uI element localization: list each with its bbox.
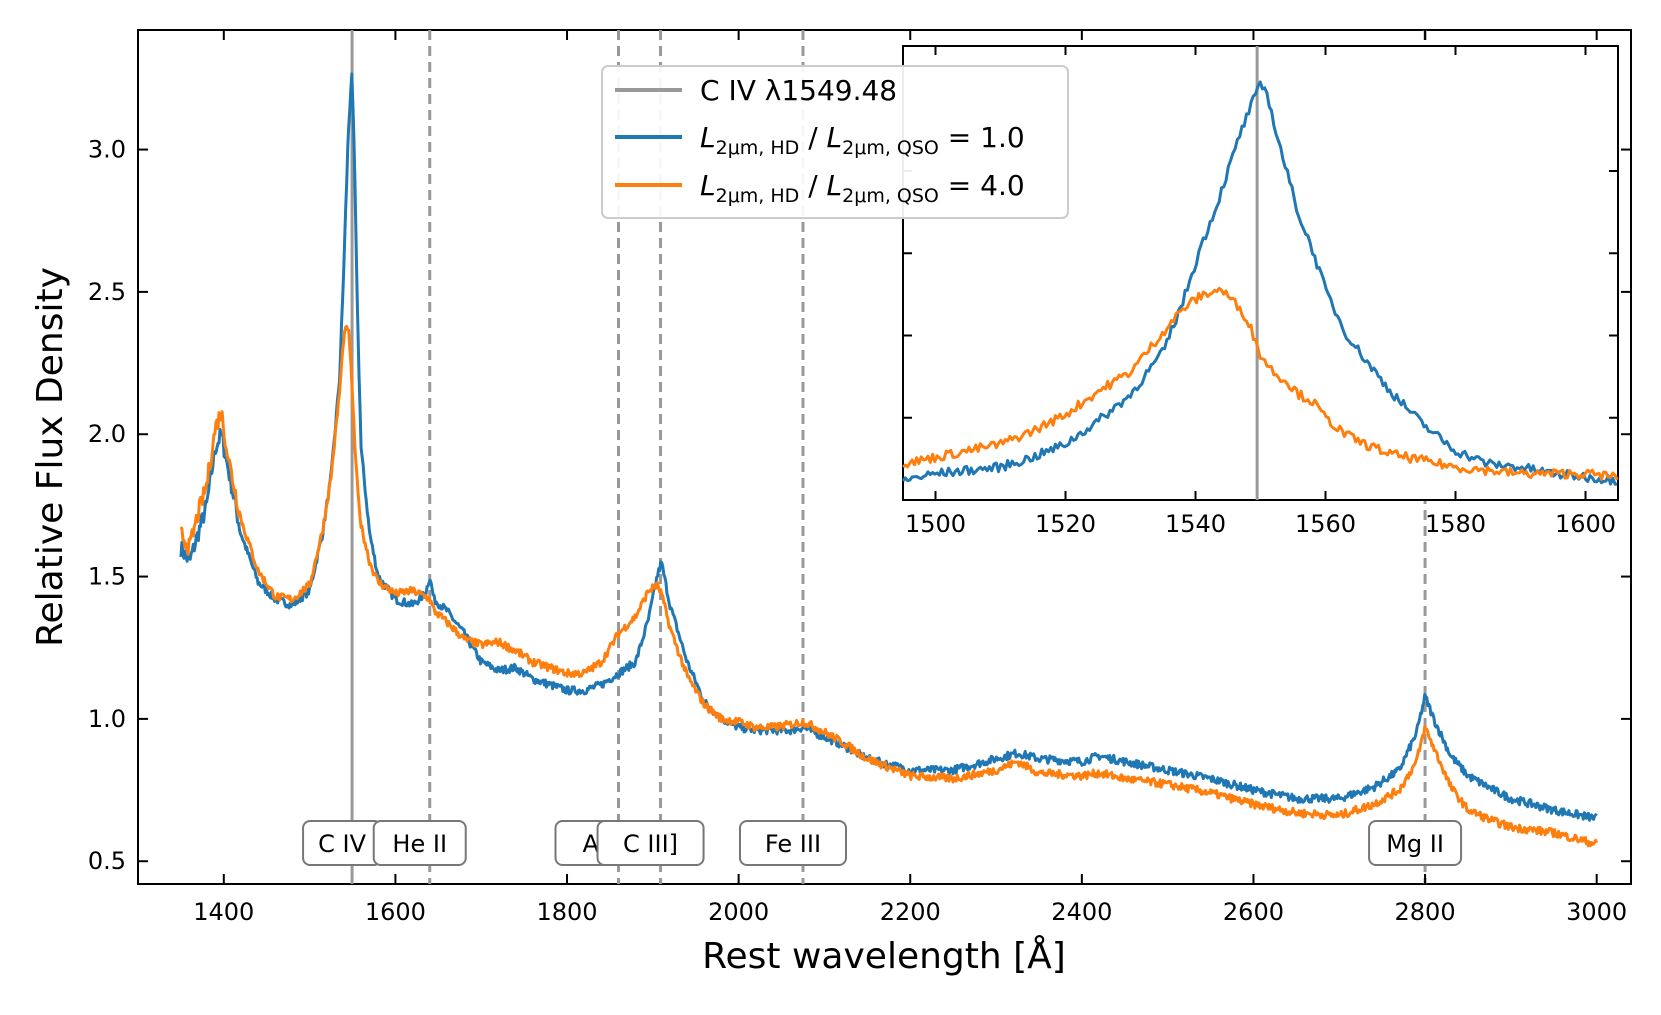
inset-x-tick-label: 1560 bbox=[1295, 510, 1356, 538]
series-line-2 bbox=[179, 324, 1599, 848]
legend-series1-value: = 1.0 bbox=[939, 121, 1025, 154]
axis-ticks: 1400 1600 1800 2000 2200 2400 2600 2800 3000 0.5 1… bbox=[88, 30, 1631, 926]
x-tick-label: 1400 bbox=[193, 898, 254, 926]
x-tick-label: 2000 bbox=[708, 898, 769, 926]
x-tick-label: 1600 bbox=[365, 898, 426, 926]
x-tick-label: 2600 bbox=[1223, 898, 1284, 926]
x-tick-label: 2200 bbox=[880, 898, 941, 926]
legend-label-series1: L2μm, HD / L2μm, QSO = 1.0 bbox=[700, 121, 1025, 159]
x-tick-label: 1800 bbox=[536, 898, 597, 926]
emission-label-box-1 bbox=[372, 820, 467, 866]
legend-label-civ: C IV λ1549.48 bbox=[700, 74, 897, 107]
legend-series2-L2: L bbox=[827, 169, 843, 202]
emission-line-markers bbox=[350, 30, 1427, 884]
y-tick-label: 1.0 bbox=[88, 705, 126, 733]
legend-series1-sub1: 2μm, HD bbox=[716, 137, 800, 159]
emission-label-1: He II bbox=[392, 830, 447, 858]
emission-label-box-5 bbox=[1368, 820, 1463, 866]
y-axis-label: Relative Flux Density bbox=[30, 267, 71, 647]
emission-label-box-3 bbox=[596, 820, 705, 866]
legend-label-series2: L2μm, HD / L2μm, QSO = 4.0 bbox=[700, 169, 1025, 207]
legend-series1-L2: L bbox=[827, 121, 843, 154]
x-tick-label: 2400 bbox=[1051, 898, 1112, 926]
emission-label-5: Mg II bbox=[1386, 830, 1444, 858]
inset-x-tick-label: 1540 bbox=[1165, 510, 1226, 538]
series-layer bbox=[179, 72, 1599, 848]
legend-series1-sep: / bbox=[799, 121, 826, 154]
emission-label-3: C III] bbox=[623, 830, 678, 858]
y-tick-label: 1.5 bbox=[88, 563, 126, 591]
inset-x-tick-label: 1600 bbox=[1555, 510, 1616, 538]
legend-series2-sep: / bbox=[799, 169, 826, 202]
y-tick-label: 2.0 bbox=[88, 420, 126, 448]
inset-series-layer bbox=[901, 46, 1619, 500]
emission-label-box-4 bbox=[738, 820, 847, 866]
emission-label-0: C IV bbox=[318, 830, 366, 858]
inset-axis-ticks: 1500 1520 1540 1560 1580 1600 bbox=[903, 46, 1618, 538]
y-tick-label: 0.5 bbox=[88, 847, 126, 875]
legend-series1-L1: L bbox=[700, 121, 716, 154]
emission-label-4: Fe III bbox=[765, 830, 821, 858]
inset-x-tick-label: 1520 bbox=[1035, 510, 1096, 538]
inset-x-tick-label: 1500 bbox=[905, 510, 966, 538]
legend-series1-sub2: 2μm, QSO bbox=[842, 137, 939, 159]
y-tick-label: 2.5 bbox=[88, 278, 126, 306]
legend-series2-sub2: 2μm, QSO bbox=[842, 185, 939, 207]
inset-x-tick-label: 1580 bbox=[1425, 510, 1486, 538]
x-tick-label: 2800 bbox=[1395, 898, 1456, 926]
legend-series2-sub1: 2μm, HD bbox=[716, 185, 800, 207]
inset-series-line-1 bbox=[901, 80, 1618, 486]
x-tick-label: 3000 bbox=[1566, 898, 1627, 926]
legend: C IV λ1549.48 L2μm, HD / L2μm, QSO = 1.0… bbox=[601, 65, 1069, 219]
x-axis-label: Rest wavelength [Å] bbox=[702, 934, 1066, 977]
legend-series2-L1: L bbox=[700, 169, 716, 202]
legend-series2-value: = 4.0 bbox=[939, 169, 1025, 202]
y-tick-label: 3.0 bbox=[88, 136, 126, 164]
inset-series-line-2 bbox=[902, 286, 1619, 481]
legend-box bbox=[601, 65, 1069, 219]
